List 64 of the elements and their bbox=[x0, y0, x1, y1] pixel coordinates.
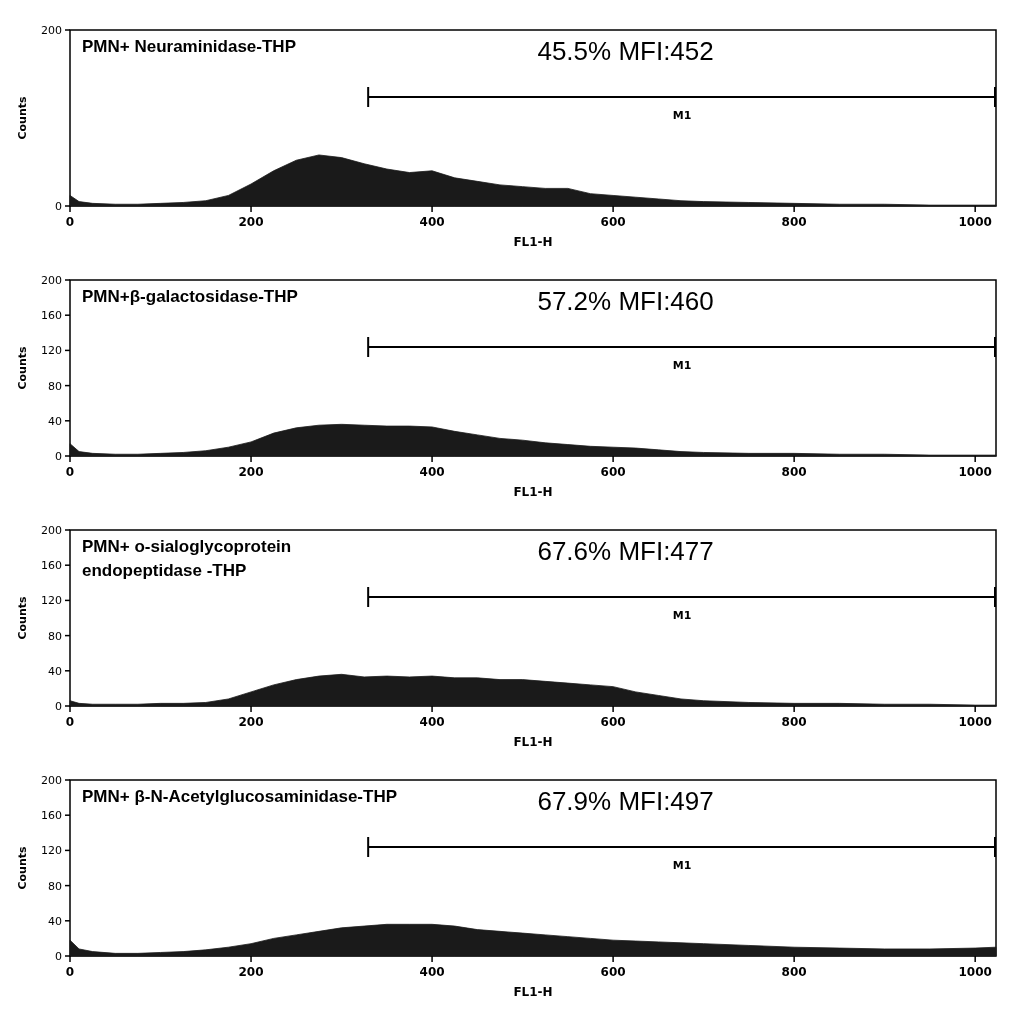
x-tick-label: 200 bbox=[238, 715, 264, 729]
y-tick-label: 120 bbox=[41, 844, 62, 858]
y-tick-label: 0 bbox=[55, 450, 62, 463]
x-tick-label: 0 bbox=[65, 465, 75, 479]
y-tick-label: 200 bbox=[41, 274, 62, 287]
annotation: M1 bbox=[672, 108, 692, 122]
annotation: 67.9% MFI:497 bbox=[537, 786, 714, 816]
y-tick-label: 200 bbox=[41, 774, 62, 787]
y-tick-label: 80 bbox=[48, 879, 62, 893]
x-tick-label: 400 bbox=[419, 465, 445, 479]
y-tick-label: 200 bbox=[41, 24, 62, 37]
x-tick-label: 400 bbox=[419, 715, 445, 729]
x-tick-label: 1000 bbox=[958, 965, 992, 979]
y-tick-label: 80 bbox=[48, 629, 62, 643]
y-axis-title: Counts bbox=[16, 346, 29, 390]
y-tick-label: 40 bbox=[48, 414, 62, 428]
y-tick-label: 0 bbox=[55, 200, 62, 213]
y-axis-title: Counts bbox=[16, 96, 29, 140]
x-tick-label: 800 bbox=[781, 965, 807, 979]
text: PMN+ o-sialoglycoprotein endopeptidase -THP bbox=[82, 537, 292, 580]
chart-title: PMN+β-galactosidase-THP bbox=[82, 287, 298, 306]
x-tick-label: 600 bbox=[600, 465, 626, 479]
chart-title: PMN+ Neuraminidase-THP bbox=[82, 37, 296, 56]
x-tick-label: 800 bbox=[781, 215, 807, 229]
x-tick-label: 400 bbox=[419, 965, 445, 979]
x-tick-label: 200 bbox=[238, 465, 264, 479]
y-tick-label: 80 bbox=[48, 379, 62, 393]
x-axis-title: FL1-H bbox=[513, 735, 553, 749]
y-axis-title: Counts bbox=[16, 596, 29, 640]
annotation: 45.5% MFI:452 bbox=[537, 36, 714, 66]
y-tick-label: 160 bbox=[41, 309, 62, 323]
y-tick-label: 160 bbox=[41, 809, 62, 823]
chart-title: PMN+ β-N-Acetylglucosaminidase-THP bbox=[82, 787, 398, 806]
y-tick-label: 0 bbox=[55, 950, 62, 963]
y-tick-label: 160 bbox=[41, 559, 62, 573]
y-tick-label: 40 bbox=[48, 914, 62, 928]
annotation: 67.6% MFI:477 bbox=[537, 536, 714, 566]
x-tick-label: 800 bbox=[781, 465, 807, 479]
x-tick-label: 600 bbox=[600, 215, 626, 229]
annotation: M1 bbox=[672, 858, 692, 872]
x-tick-label: 0 bbox=[65, 715, 75, 729]
x-tick-label: 0 bbox=[65, 215, 75, 229]
x-axis-title: FL1-H bbox=[513, 485, 553, 499]
x-tick-label: 600 bbox=[600, 715, 626, 729]
x-tick-label: 1000 bbox=[958, 465, 992, 479]
y-axis-title: Counts bbox=[16, 846, 29, 890]
x-tick-label: 800 bbox=[781, 715, 807, 729]
x-tick-label: 1000 bbox=[958, 715, 992, 729]
y-tick-label: 40 bbox=[48, 664, 62, 678]
annotation: 57.2% MFI:460 bbox=[537, 286, 714, 316]
y-tick-label: 200 bbox=[41, 524, 62, 537]
y-tick-label: 120 bbox=[41, 344, 62, 358]
annotation: M1 bbox=[672, 608, 692, 622]
x-axis-title: FL1-H bbox=[513, 985, 553, 999]
x-tick-label: 400 bbox=[419, 215, 445, 229]
x-tick-label: 600 bbox=[600, 965, 626, 979]
x-tick-label: 1000 bbox=[958, 215, 992, 229]
y-tick-label: 0 bbox=[55, 700, 62, 713]
y-tick-label: 120 bbox=[41, 594, 62, 608]
x-axis-title: FL1-H bbox=[513, 235, 553, 249]
x-tick-label: 200 bbox=[238, 965, 264, 979]
x-tick-label: 0 bbox=[65, 965, 75, 979]
annotation: M1 bbox=[672, 358, 692, 372]
x-tick-label: 200 bbox=[238, 215, 264, 229]
